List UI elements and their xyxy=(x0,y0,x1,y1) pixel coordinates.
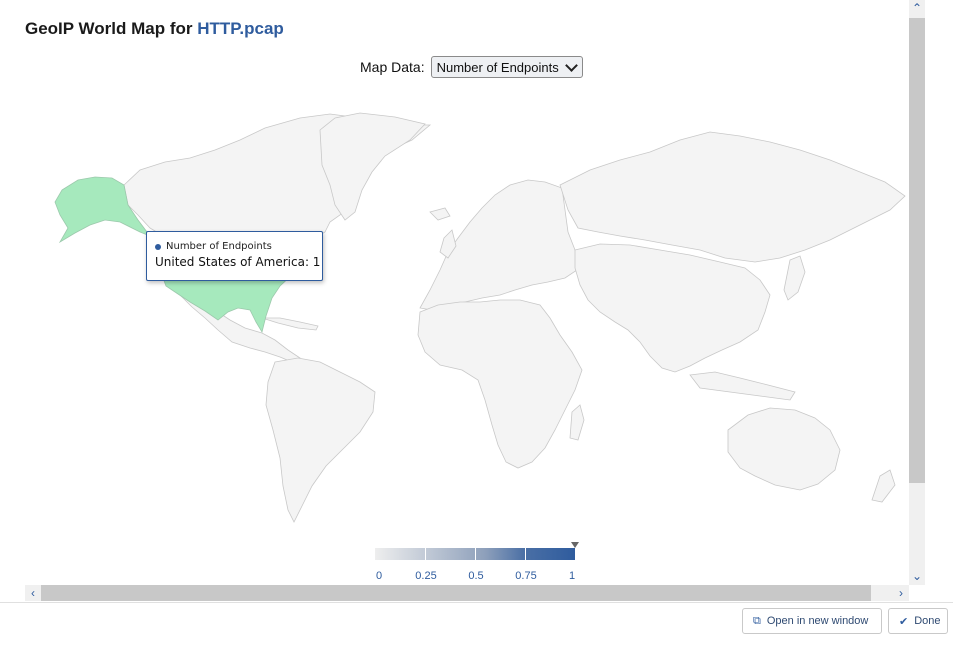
country-usa-alaska xyxy=(54,176,152,244)
file-name: HTTP.pcap xyxy=(197,19,284,38)
scroll-right-icon[interactable]: › xyxy=(899,586,903,600)
legend-tick: 0.25 xyxy=(415,570,437,582)
legend-tick: 0.75 xyxy=(515,570,537,582)
country-japan xyxy=(783,255,806,301)
color-legend: 0 0.25 0.5 0.75 1 xyxy=(375,542,579,585)
vertical-scroll-thumb[interactable] xyxy=(909,18,925,483)
country-australia xyxy=(727,407,841,491)
map-data-label: Map Data: xyxy=(360,59,425,75)
done-button[interactable]: ✔ Done xyxy=(888,608,948,634)
country-russia xyxy=(559,131,906,263)
country-caribbean xyxy=(261,317,319,331)
legend-tick: 0 xyxy=(375,570,383,582)
legend-tick: 0.5 xyxy=(468,570,484,582)
legend-tick: 1 xyxy=(568,570,576,582)
tooltip-value: United States of America: 1 xyxy=(155,255,321,269)
scroll-left-icon[interactable]: ‹ xyxy=(31,586,35,600)
country-new-zealand xyxy=(871,469,896,503)
country-indonesia xyxy=(689,371,796,401)
country-iceland xyxy=(429,207,451,221)
scroll-down-icon[interactable]: ⌄ xyxy=(911,569,923,583)
horizontal-scroll-thumb[interactable] xyxy=(41,585,871,601)
external-window-icon: ⧉ xyxy=(753,614,761,627)
chevron-down-icon xyxy=(564,58,578,72)
open-in-new-window-button[interactable]: ⧉ Open in new window xyxy=(742,608,882,634)
page-title: GeoIP World Map for HTTP.pcap xyxy=(25,19,284,39)
legend-divider xyxy=(525,548,526,560)
open-in-new-window-label: Open in new window xyxy=(766,615,869,627)
vertical-scrollbar[interactable]: ⌃ ⌄ xyxy=(909,0,925,585)
map-tooltip: Number of Endpoints United States of Ame… xyxy=(146,231,323,281)
map-data-selected: Number of Endpoints xyxy=(436,59,559,75)
map-viewport: GeoIP World Map for HTTP.pcap Map Data: … xyxy=(25,19,906,585)
title-prefix: GeoIP World Map for xyxy=(25,19,198,38)
country-greenland xyxy=(319,112,426,221)
horizontal-scrollbar[interactable]: ‹ › xyxy=(25,585,909,601)
legend-divider xyxy=(425,548,426,560)
country-europe xyxy=(419,179,581,311)
country-south-america xyxy=(265,357,376,523)
scroll-up-icon[interactable]: ⌃ xyxy=(911,1,923,15)
country-africa xyxy=(417,299,583,469)
map-data-control: Map Data: Number of Endpoints xyxy=(360,56,583,78)
country-asia xyxy=(574,243,771,373)
world-map xyxy=(54,112,906,523)
legend-marker-icon xyxy=(571,542,579,548)
tooltip-series: Number of Endpoints xyxy=(155,241,272,252)
done-label: Done xyxy=(914,615,941,627)
country-uk xyxy=(439,229,457,259)
legend-divider xyxy=(475,548,476,560)
dialog-footer: ⧉ Open in new window ✔ Done xyxy=(0,602,953,645)
series-dot-icon xyxy=(155,243,161,250)
check-icon: ✔ xyxy=(899,615,909,628)
map-data-select[interactable]: Number of Endpoints xyxy=(430,56,583,78)
tooltip-series-name: Number of Endpoints xyxy=(166,241,272,252)
country-madagascar xyxy=(569,404,585,441)
